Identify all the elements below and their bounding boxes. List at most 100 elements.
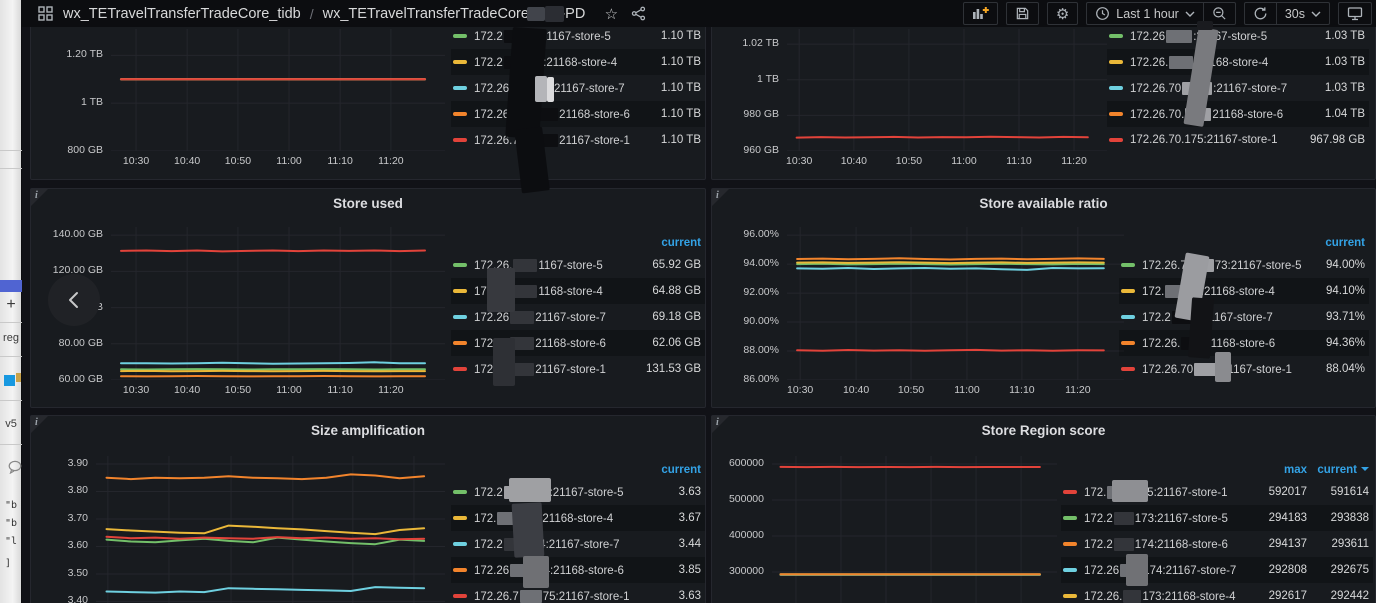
legend-top-right: 172.26:21167-store-5 1.03 TB 172.26.:21168… bbox=[1107, 23, 1369, 153]
legend-value: 94.10% bbox=[1325, 285, 1365, 297]
y-axis-tick: 960 GB bbox=[743, 144, 779, 156]
back-overlay-button[interactable] bbox=[48, 274, 100, 326]
legend-row[interactable]: 172.26.70. 21168-store-6 1.04 TB bbox=[1107, 101, 1369, 127]
add-panel-button[interactable] bbox=[962, 2, 998, 25]
panel-info-corner[interactable]: i bbox=[712, 416, 729, 433]
y-axis-tick: 1.02 TB bbox=[742, 37, 779, 50]
refresh-button[interactable] bbox=[1243, 2, 1277, 25]
chart-canvas[interactable] bbox=[111, 227, 445, 380]
legend-row[interactable]: 172.26.7:21167-store-7 1.10 TB bbox=[451, 75, 705, 101]
blue-square-icon[interactable] bbox=[4, 375, 15, 386]
x-axis-tick: 11:00 bbox=[276, 155, 302, 167]
panel-store-available-ratio: i Store available ratio 10:30 10:40 10:50 1… bbox=[711, 188, 1376, 408]
legend-sort-current[interactable]: current bbox=[661, 464, 701, 476]
legend-value: 65.92 GB bbox=[652, 259, 701, 271]
panel-info-corner[interactable]: i bbox=[31, 416, 48, 433]
legend-row[interactable]: 172.26.70 21168-store-6 1.10 TB bbox=[451, 101, 705, 127]
legend-row[interactable]: 172.26. 21168-store-6 94.36% bbox=[1119, 330, 1369, 356]
save-button[interactable] bbox=[1005, 2, 1039, 25]
panel-title[interactable]: Store available ratio bbox=[979, 196, 1108, 211]
legend-row[interactable]: 172.26.70 21167-store-1 1.10 TB bbox=[451, 127, 705, 153]
dashboards-grid-icon[interactable] bbox=[36, 5, 54, 23]
legend-row[interactable]: 172.2 74:21167-store-7 3.44 bbox=[451, 531, 705, 557]
chart-canvas[interactable] bbox=[787, 227, 1124, 380]
breadcrumb-folder[interactable]: wx_TETravelTransferTradeCore_tidb bbox=[63, 5, 301, 22]
refresh-interval-dropdown[interactable]: 30s bbox=[1276, 2, 1330, 25]
panel-top-left: 10:30 10:40 10:50 11:00 11:10 11:20 800 GB 1 TB… bbox=[30, 0, 706, 180]
legend-row[interactable]: 172. 175:21167-store-1 592017 591614 bbox=[1061, 479, 1373, 505]
plus-icon[interactable]: + bbox=[6, 296, 16, 313]
chart-canvas[interactable] bbox=[772, 456, 1057, 603]
panel-title[interactable]: Store Region score bbox=[981, 423, 1106, 438]
panel-title[interactable]: Size amplification bbox=[310, 423, 426, 438]
x-axis-tick: 10:40 bbox=[174, 384, 201, 396]
x-axis-tick: 11:20 bbox=[1061, 155, 1087, 167]
legend-row[interactable]: 172.26.70 21167-store-1 88.04% bbox=[1119, 356, 1369, 382]
legend-row[interactable]: 172.2:21167-store-7 93.71% bbox=[1119, 304, 1369, 330]
legend-row[interactable]: 172.26.7 75:21167-store-1 3.63 bbox=[451, 583, 705, 603]
panel-title[interactable]: Store used bbox=[333, 196, 403, 211]
chart-canvas[interactable] bbox=[787, 29, 1107, 151]
legend-store-available-ratio: current 172.26.7 73:21167-store-5 94.00% 172… bbox=[1119, 234, 1369, 382]
redaction-blob bbox=[545, 6, 564, 22]
legend-row[interactable]: 172. 3:21168-store-4 94.10% bbox=[1119, 278, 1369, 304]
series-swatch-red bbox=[453, 594, 467, 598]
y-axis-tick: 1 TB bbox=[757, 72, 779, 85]
legend-header: current bbox=[1119, 234, 1369, 252]
legend-row[interactable]: 172.2 173:21167-store-5 294183 293838 bbox=[1061, 505, 1373, 531]
legend-row[interactable]: 172.26 21167-store-7 69.18 GB bbox=[451, 304, 705, 330]
chart-store-region-score[interactable]: 200000 300000 400000 500000 600000 bbox=[717, 456, 1057, 603]
chart-store-used[interactable]: 10:30 10:40 10:50 11:00 11:10 11:20 60.00 GB 80… bbox=[41, 227, 445, 400]
chart-store-available-ratio[interactable]: 10:30 10:40 10:50 11:00 11:10 11:20 86.00% 88.0… bbox=[717, 227, 1124, 400]
star-icon[interactable]: ☆ bbox=[604, 5, 619, 23]
legend-sort-current[interactable]: current bbox=[1307, 464, 1369, 476]
panel-info-corner[interactable]: i bbox=[712, 189, 729, 206]
legend-label: 172.2 74:21167-store-7 bbox=[474, 537, 620, 551]
time-range-picker[interactable]: Last 1 hour bbox=[1086, 2, 1204, 25]
legend-value: 292808 bbox=[1268, 564, 1307, 576]
code-fragment: ] bbox=[5, 558, 12, 569]
save-icon bbox=[1016, 7, 1029, 20]
x-axis-tick: 11:00 bbox=[276, 384, 302, 396]
legend-row[interactable]: 172.26.70.175:21167-store-1 967.98 GB bbox=[1107, 127, 1369, 153]
series-swatch-cyan bbox=[1109, 86, 1123, 90]
legend-row[interactable]: 172.26 21167-store-1 131.53 GB bbox=[451, 356, 705, 382]
panel-info-corner[interactable]: i bbox=[31, 189, 48, 206]
breadcrumb-dashboard[interactable]: wx_TETravelTransferTradeCore_tidb-PD bbox=[322, 5, 586, 22]
legend-row[interactable]: 172.26 21168-store-6 62.06 GB bbox=[451, 330, 705, 356]
legend-sort-current[interactable]: current bbox=[1325, 237, 1365, 249]
time-range-label: Last 1 hour bbox=[1116, 6, 1179, 21]
zoom-out-button[interactable] bbox=[1203, 2, 1236, 25]
y-axis-tick: 96.00% bbox=[743, 228, 779, 241]
chart-canvas[interactable] bbox=[96, 456, 445, 603]
gear-icon: ⚙ bbox=[1055, 5, 1070, 23]
legend-row[interactable]: 172.26. 173:21168-store-4 292617 292442 bbox=[1061, 583, 1373, 603]
chart-top-right[interactable]: 10:30 10:40 10:50 11:00 11:10 11:20 960 GB 980 … bbox=[717, 29, 1107, 171]
chart-size-amplification[interactable]: 3.40 3.50 3.60 3.70 3.80 3.90 bbox=[41, 456, 445, 603]
series-swatch-orange bbox=[453, 341, 467, 345]
add-panel-icon bbox=[972, 7, 989, 19]
x-axis-tick: 10:50 bbox=[224, 384, 252, 396]
panel-top-right: 10:30 10:40 10:50 11:00 11:10 11:20 960 GB 980 … bbox=[711, 0, 1376, 180]
legend-row[interactable]: 172.26.7 73:21167-store-5 94.00% bbox=[1119, 252, 1369, 278]
chart-canvas[interactable] bbox=[111, 29, 445, 151]
chart-top-left[interactable]: 10:30 10:40 10:50 11:00 11:10 11:20 800 GB 1 TB… bbox=[41, 29, 445, 171]
tv-kiosk-button[interactable] bbox=[1338, 2, 1372, 25]
legend-row[interactable]: 172.2 73:21167-store-5 3.63 bbox=[451, 479, 705, 505]
legend-row[interactable]: 172.26.70:21167-store-7 1.03 TB bbox=[1107, 75, 1369, 101]
series-swatch-green bbox=[1121, 263, 1135, 267]
legend-store-region-score: max current 172. 175:21167-store-1 592017 591… bbox=[1061, 461, 1373, 603]
legend-value: 62.06 GB bbox=[652, 337, 701, 349]
legend-row[interactable]: 172.26.:21168-store-4 1.03 TB bbox=[1107, 49, 1369, 75]
legend-row[interactable]: 172.2 174:21168-store-6 294137 293611 bbox=[1061, 531, 1373, 557]
legend-row[interactable]: 172.26 74:21168-store-6 3.85 bbox=[451, 557, 705, 583]
legend-sort-current[interactable]: current bbox=[661, 237, 701, 249]
chat-bubble-icon[interactable] bbox=[4, 460, 26, 474]
legend-row[interactable]: 172.2 3:21168-store-4 1.10 TB bbox=[451, 49, 705, 75]
share-icon[interactable] bbox=[629, 5, 647, 23]
legend-sort-max[interactable]: max bbox=[1283, 464, 1307, 476]
series-swatch-orange bbox=[1121, 341, 1135, 345]
legend-row[interactable]: 172. 73:21168-store-4 3.67 bbox=[451, 505, 705, 531]
settings-button[interactable]: ⚙ bbox=[1046, 2, 1079, 25]
legend-row[interactable]: 172.26 174:21167-store-7 292808 292675 bbox=[1061, 557, 1373, 583]
